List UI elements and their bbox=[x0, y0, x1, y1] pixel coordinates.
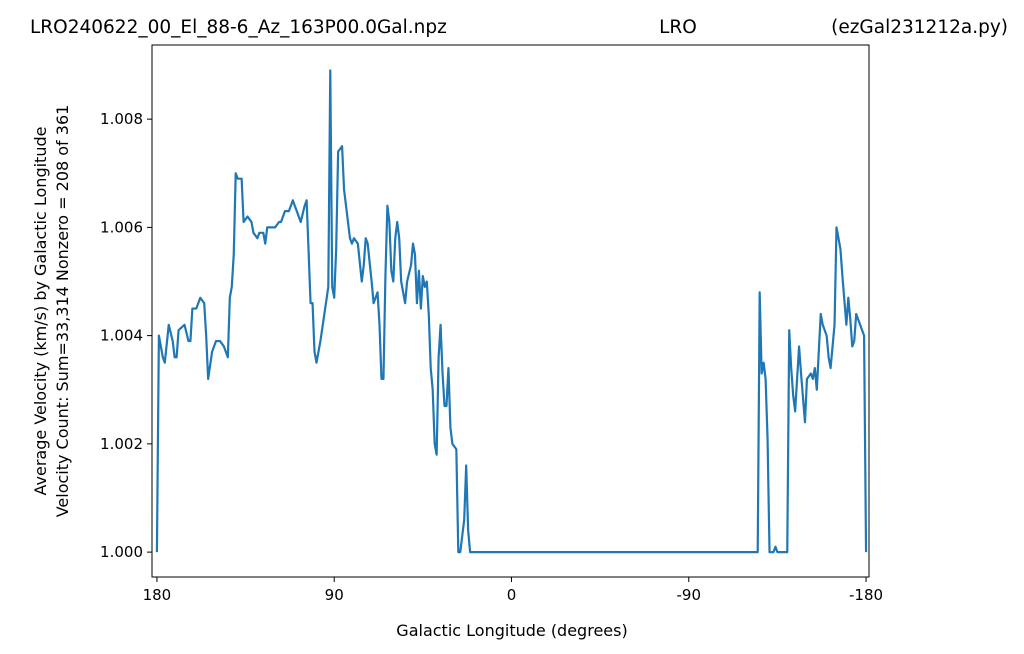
x-tick-label: -90 bbox=[677, 586, 702, 604]
y-tick-label: 1.006 bbox=[100, 218, 143, 236]
y-tick-label: 1.004 bbox=[100, 327, 143, 345]
y-tick-label: 1.002 bbox=[100, 435, 143, 453]
x-tick-label: 180 bbox=[143, 586, 172, 604]
chart-title-center: LRO bbox=[659, 17, 697, 38]
x-tick-label: 90 bbox=[325, 586, 344, 604]
y-axis-label: Average Velocity (km/s) by Galactic Long… bbox=[31, 127, 50, 496]
chart-title-right: (ezGal231212a.py) bbox=[831, 17, 1008, 38]
chart-title: LRO240622_00_El_88-6_Az_163P00.0Gal.npz bbox=[30, 17, 447, 38]
x-axis-label: Galactic Longitude (degrees) bbox=[396, 621, 627, 640]
y-tick-label: 1.008 bbox=[100, 110, 143, 128]
y-axis-label: Velocity Count: Sum=33,314 Nonzero = 208… bbox=[53, 105, 72, 518]
plot-frame bbox=[151, 44, 870, 578]
y-tick-label: 1.000 bbox=[100, 543, 143, 561]
x-tick-label: 0 bbox=[507, 586, 517, 604]
data-line bbox=[155, 69, 868, 554]
x-tick-label: -180 bbox=[849, 586, 883, 604]
